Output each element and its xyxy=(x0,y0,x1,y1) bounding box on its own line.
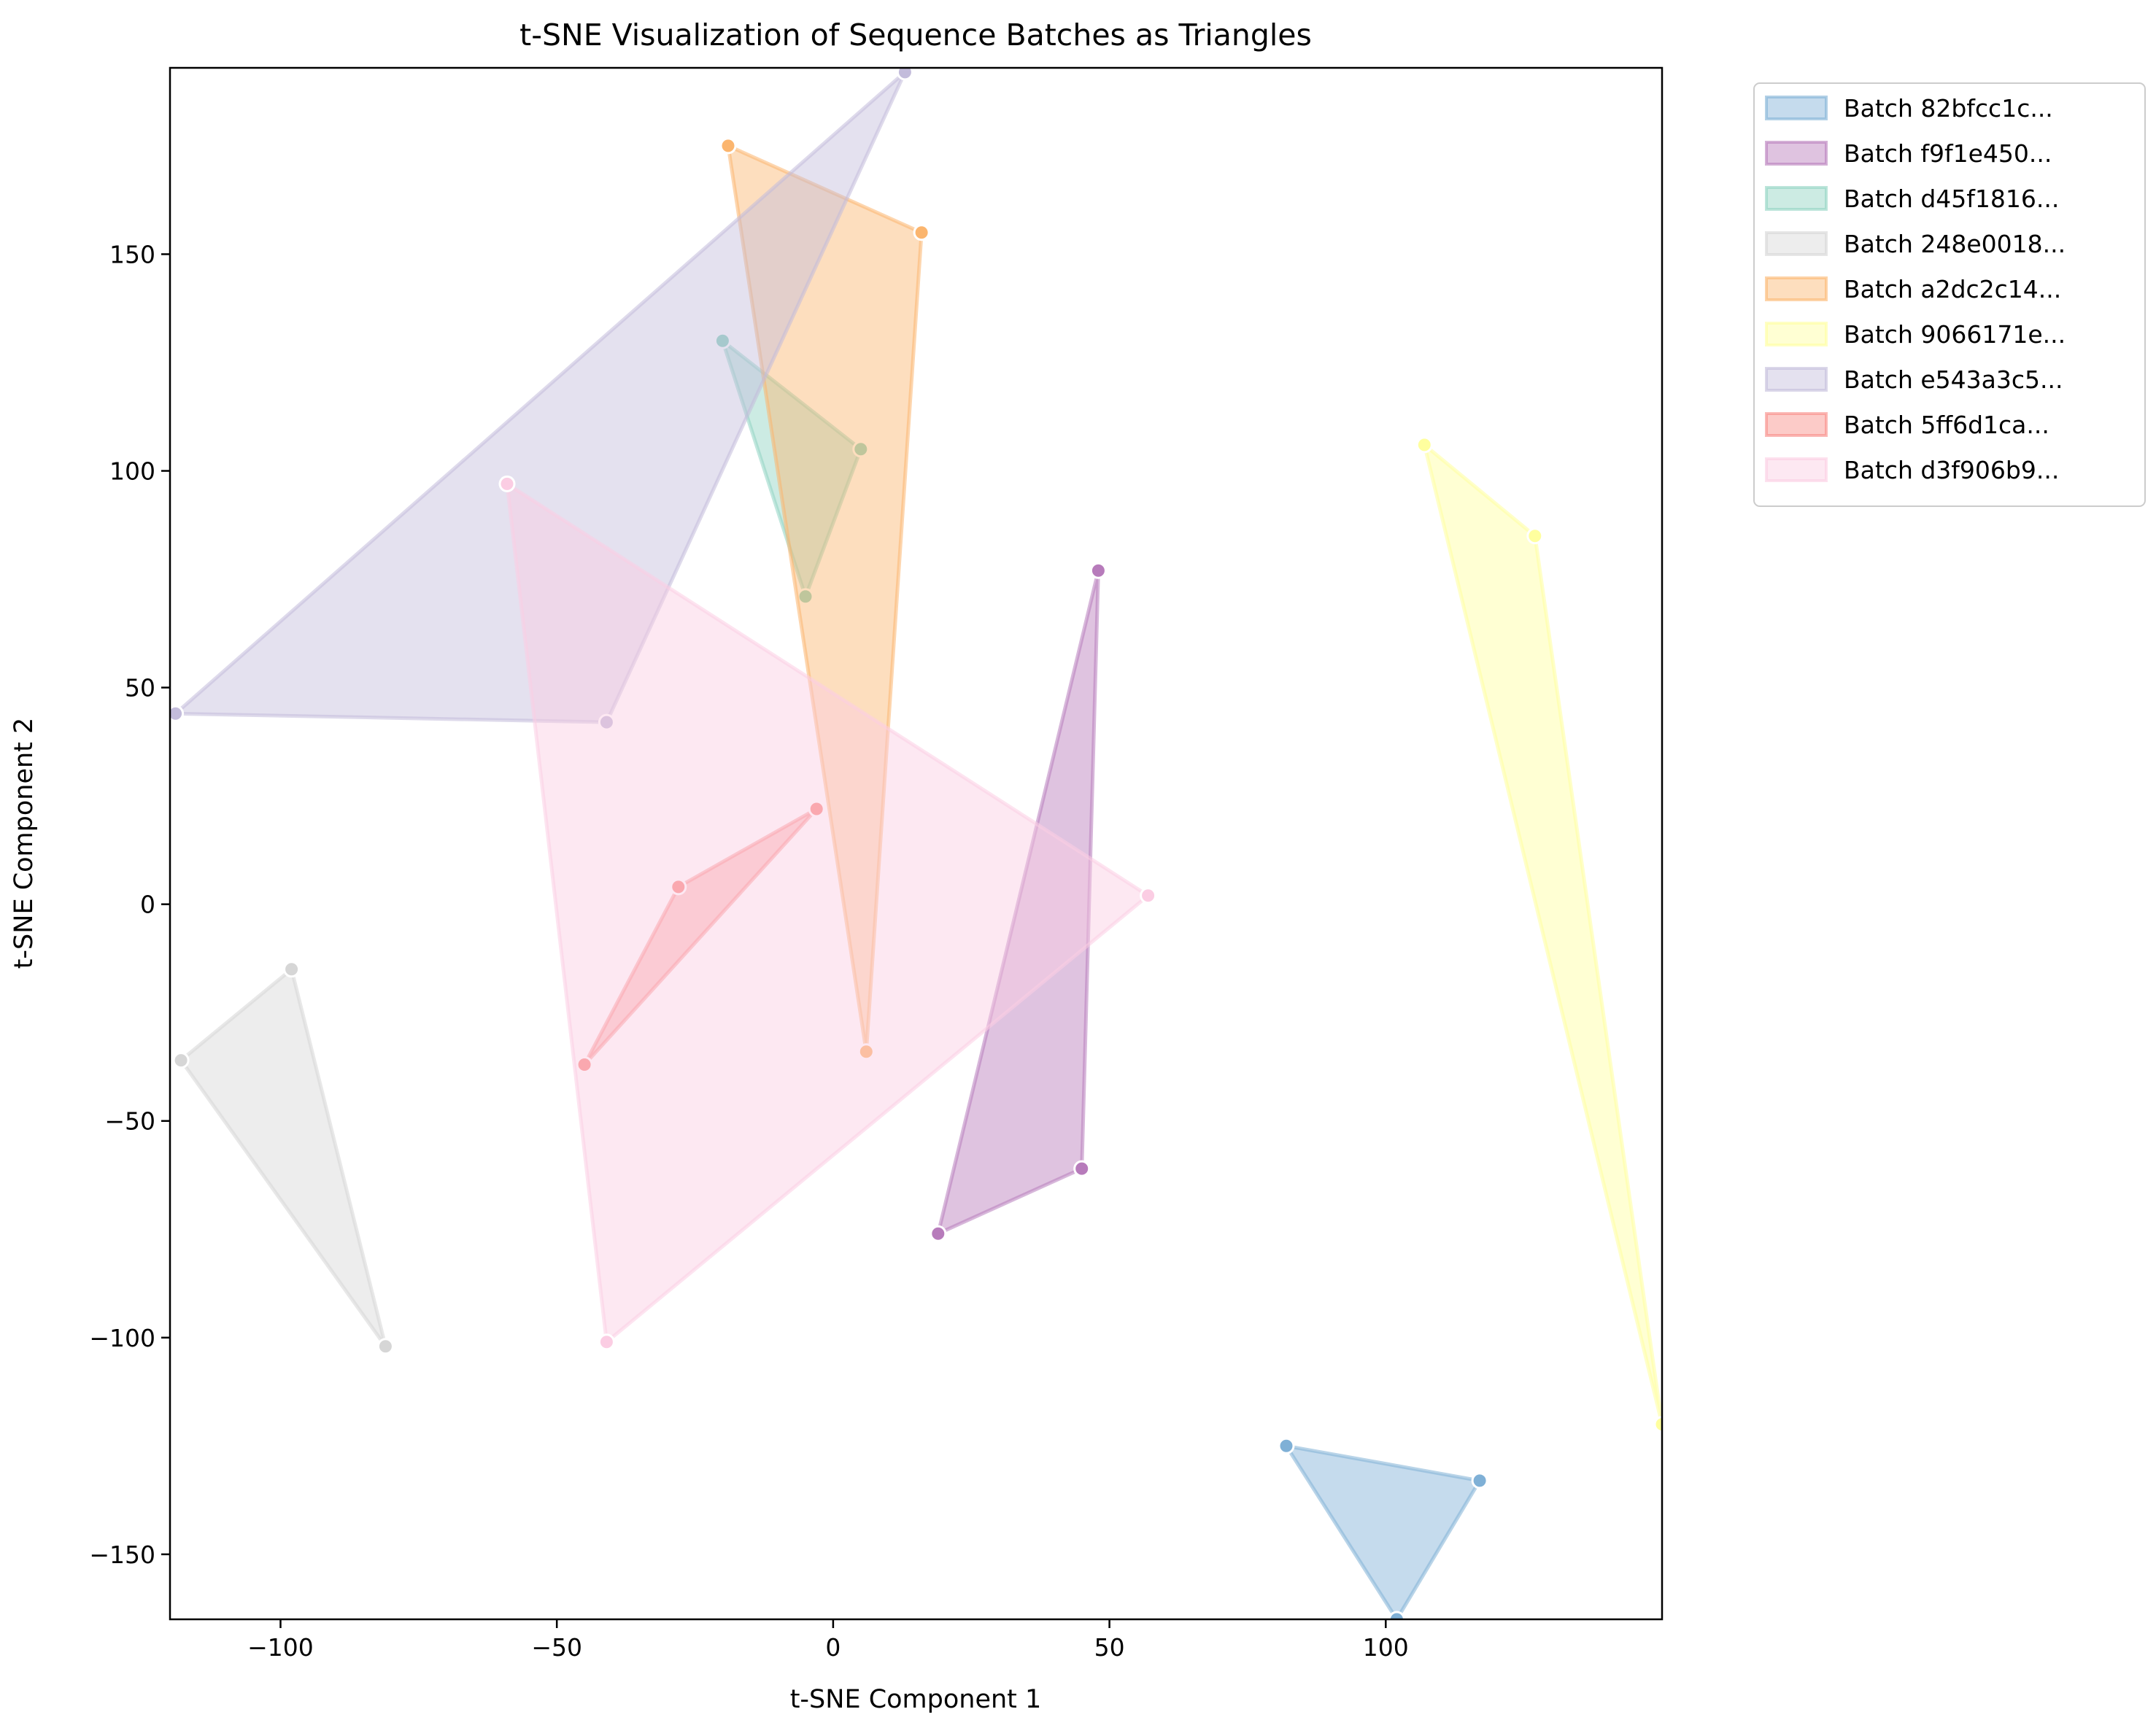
triangle-series xyxy=(172,961,394,1355)
y-axis-ticks: −150 −100 −50 0 50 100 150 xyxy=(89,240,170,1569)
data-point xyxy=(1388,1611,1405,1619)
data-point xyxy=(852,441,870,458)
triangle-series xyxy=(1415,436,1662,1433)
data-point xyxy=(930,1225,947,1242)
legend: Batch 82bfcc1c... Batch f9f1e450... Batch … xyxy=(1753,82,2146,507)
triangle-fill xyxy=(1284,1444,1482,1619)
data-point xyxy=(896,68,913,81)
legend-swatch xyxy=(1765,231,1828,256)
x-axis-ticks: −100 −50 0 50 100 xyxy=(247,1619,1409,1662)
triangles-layer xyxy=(170,68,1662,1619)
y-tick-label: 150 xyxy=(109,240,155,268)
legend-item: Batch a2dc2c14... xyxy=(1765,275,2061,303)
legend-swatch xyxy=(1765,141,1828,166)
data-point xyxy=(376,1338,394,1355)
data-point xyxy=(1415,436,1433,454)
triangle-series xyxy=(1278,1437,1488,1619)
legend-label: Batch a2dc2c14... xyxy=(1844,275,2061,303)
data-point xyxy=(1089,562,1107,579)
data-point xyxy=(913,224,930,241)
legend-label: Batch 9066171e... xyxy=(1844,320,2066,349)
triangle-series xyxy=(719,137,930,1061)
triangle-fill xyxy=(505,481,1151,1344)
data-point xyxy=(283,961,301,978)
triangle-series xyxy=(930,562,1107,1242)
triangle-series xyxy=(576,800,825,1073)
y-tick-label: 50 xyxy=(125,674,155,702)
triangle-fill xyxy=(179,967,387,1349)
y-tick-label: −100 xyxy=(89,1324,155,1352)
x-tick-label: 0 xyxy=(825,1633,841,1662)
legend-label: Batch f9f1e450... xyxy=(1844,139,2052,168)
data-point xyxy=(857,1043,875,1061)
data-point xyxy=(498,475,516,492)
data-point xyxy=(714,332,731,349)
data-point xyxy=(576,1056,593,1073)
triangle-fill xyxy=(582,807,819,1066)
y-axis-label: t-SNE Component 2 xyxy=(9,718,39,969)
x-axis-label: t-SNE Component 1 xyxy=(790,1685,1042,1714)
triangle-fill xyxy=(1422,443,1662,1427)
data-point xyxy=(1073,1160,1091,1177)
legend-item: Batch f9f1e450... xyxy=(1765,139,2052,168)
legend-swatch xyxy=(1765,96,1828,120)
x-tick-label: 50 xyxy=(1094,1633,1125,1662)
legend-swatch xyxy=(1765,276,1828,301)
legend-item: Batch d3f906b9... xyxy=(1765,456,2059,484)
data-point xyxy=(1278,1437,1295,1454)
legend-swatch xyxy=(1765,367,1828,392)
data-point xyxy=(1471,1472,1488,1489)
y-tick-label: −150 xyxy=(89,1541,155,1569)
legend-swatch xyxy=(1765,322,1828,346)
data-point xyxy=(719,137,737,155)
data-point xyxy=(598,1333,615,1351)
legend-item: Batch 248e0018... xyxy=(1765,230,2066,258)
triangle-fill xyxy=(174,70,907,724)
data-point xyxy=(1653,1416,1662,1433)
data-point xyxy=(808,800,825,818)
legend-item: Batch 82bfcc1c... xyxy=(1765,94,2053,123)
x-tick-label: 100 xyxy=(1363,1633,1409,1662)
legend-label: Batch 248e0018... xyxy=(1844,230,2066,258)
legend-item: Batch 9066171e... xyxy=(1765,320,2066,349)
x-tick-label: −100 xyxy=(247,1633,314,1662)
y-tick-label: 100 xyxy=(109,457,155,486)
y-tick-label: −50 xyxy=(104,1107,155,1136)
legend-swatch xyxy=(1765,412,1828,437)
data-point xyxy=(598,713,615,731)
legend-swatch xyxy=(1765,186,1828,211)
legend-label: Batch 5ff6d1ca... xyxy=(1844,411,2049,439)
legend-frame xyxy=(1753,82,2146,507)
triangle-series xyxy=(498,475,1157,1351)
legend-item: Batch d45f1816... xyxy=(1765,185,2059,213)
triangle-fill xyxy=(726,144,924,1054)
data-point xyxy=(1526,527,1544,545)
data-point xyxy=(670,878,687,896)
y-tick-label: 0 xyxy=(140,891,155,919)
legend-item: Batch 5ff6d1ca... xyxy=(1765,411,2049,439)
data-point xyxy=(170,705,185,722)
legend-label: Batch 82bfcc1c... xyxy=(1844,94,2053,123)
triangle-fill xyxy=(936,568,1100,1236)
legend-label: Batch d45f1816... xyxy=(1844,185,2059,213)
legend-swatch xyxy=(1765,457,1828,482)
triangle-series xyxy=(170,68,913,731)
data-point xyxy=(1140,887,1157,904)
triangle-fill xyxy=(720,338,863,599)
plot-frame xyxy=(169,66,1664,1621)
x-tick-label: −50 xyxy=(531,1633,582,1662)
legend-label: Batch e543a3c5... xyxy=(1844,365,2063,394)
data-point xyxy=(172,1052,190,1069)
chart-title: t-SNE Visualization of Sequence Batches … xyxy=(519,18,1312,53)
legend-label: Batch d3f906b9... xyxy=(1844,456,2059,484)
legend-item: Batch e543a3c5... xyxy=(1765,365,2063,394)
